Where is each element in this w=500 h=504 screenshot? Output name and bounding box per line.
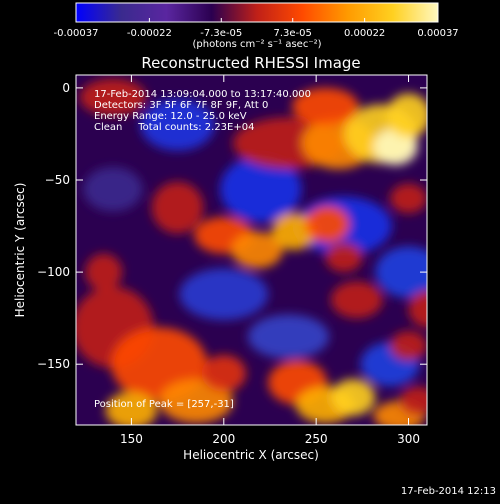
emission-region (373, 128, 418, 166)
peak-position-label: Position of Peak = [257,-31] (94, 399, 234, 410)
y-tick-label: −50 (45, 173, 70, 187)
emission-region (151, 181, 204, 234)
annotation-clean-counts: Clean Total counts: 2.23E+04 (94, 122, 254, 133)
emission-region (201, 355, 246, 392)
annotation-energy-range: Energy Range: 12.0 - 25.0 keV (94, 111, 247, 122)
emission-region (375, 246, 427, 298)
emission-region (330, 378, 376, 416)
colorbar-tick-label: 0.00022 (344, 28, 385, 39)
heatmap-image (76, 75, 427, 425)
y-tick-label: −100 (37, 265, 70, 279)
footer-timestamp: 17-Feb-2014 12:13 (401, 486, 496, 497)
emission-region (231, 231, 283, 269)
emission-region (220, 156, 302, 223)
colorbar-ticks: -0.00037 -0.00022 -7.3e-05 7.3e-05 0.00022 0.… (54, 18, 459, 39)
y-tick-label: −150 (37, 357, 70, 371)
annotation-block: 17-Feb-2014 13:09:04.000 to 13:17:40.000… (94, 89, 311, 133)
chart-title: Reconstructed RHESSI Image (141, 54, 360, 72)
emission-region (408, 290, 427, 328)
emission-region (305, 205, 350, 243)
emission-region (85, 253, 123, 291)
colorbar-tick-label: 7.3e-05 (274, 28, 312, 39)
x-tick-label: 150 (120, 432, 143, 446)
emission-region (292, 87, 359, 125)
x-tick-label: 300 (397, 432, 420, 446)
y-tick-label: 0 (62, 81, 70, 95)
emission-region (325, 242, 363, 273)
annotation-detectors: Detectors: 3F 5F 6F 7F 8F 9F, Att 0 (94, 100, 268, 111)
emission-region (399, 386, 427, 416)
emission-region (83, 167, 143, 212)
colorbar-tick-label: -7.3e-05 (200, 28, 242, 39)
emission-region (390, 331, 427, 361)
emission-region (79, 78, 147, 116)
colorbar-tick-label: -0.00022 (127, 28, 172, 39)
emission-region (179, 268, 269, 321)
emission-region (271, 213, 317, 250)
colorbar-unit-label: (photons cm⁻² s⁻¹ asec⁻²) (192, 39, 321, 50)
emission-region (247, 314, 330, 359)
emission-region (390, 183, 427, 214)
x-axis-label: Heliocentric X (arcsec) (183, 448, 319, 462)
colorbar: -0.00037 -0.00022 -7.3e-05 7.3e-05 0.00022 0.… (54, 2, 459, 50)
emission-region (105, 391, 158, 425)
emission-region (330, 281, 383, 319)
colorbar-tick-label: -0.00037 (54, 28, 99, 39)
annotation-time-range: 17-Feb-2014 13:09:04.000 to 13:17:40.000 (94, 89, 311, 100)
colorbar-tick-label: 0.00037 (417, 28, 458, 39)
x-tick-label: 200 (212, 432, 235, 446)
colorbar-gradient (75, 2, 439, 23)
y-axis-label: Heliocentric Y (arcsec) (13, 183, 27, 318)
axis-ticks: 150 200 250 300 0 −50 −100 −150 (37, 75, 427, 446)
x-tick-label: 250 (305, 432, 328, 446)
emission-region (386, 93, 427, 138)
emission-region (140, 98, 215, 151)
plot-frame (75, 74, 428, 426)
